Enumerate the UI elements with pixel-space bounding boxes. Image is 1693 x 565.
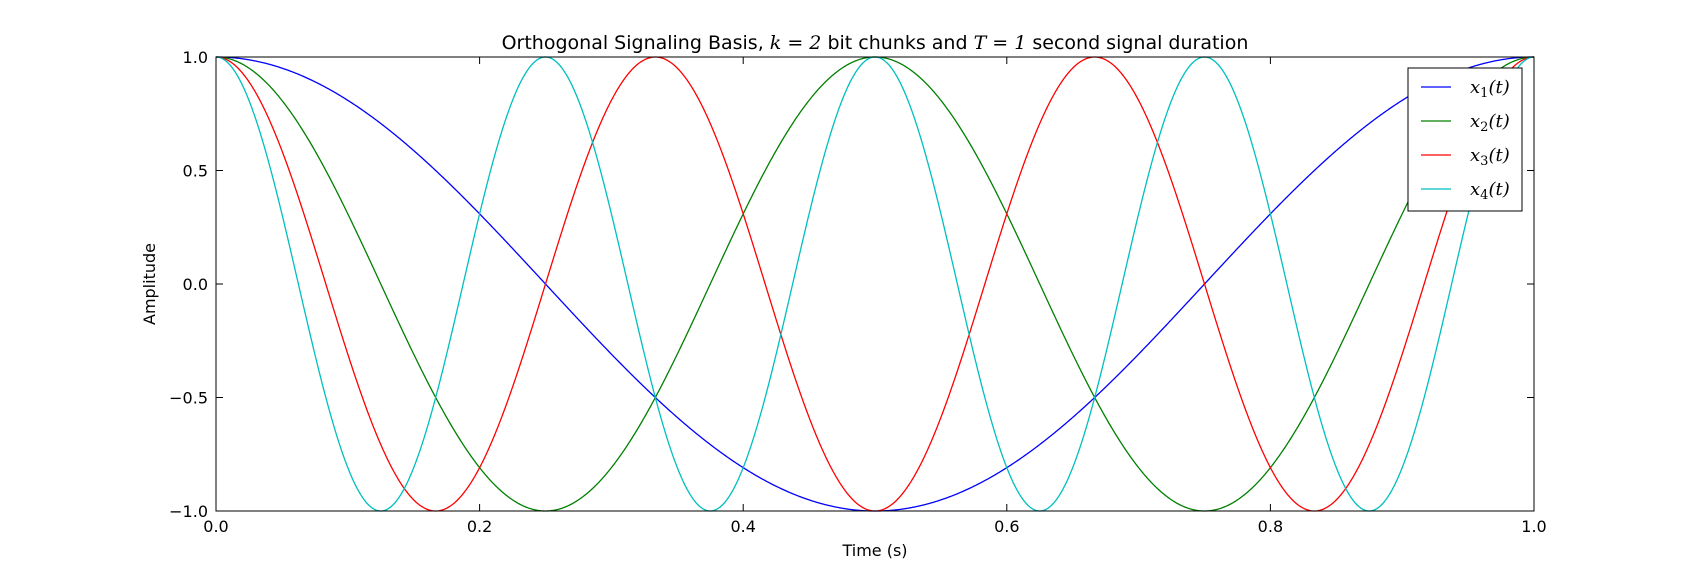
y-tick-label: 0.5 — [183, 162, 208, 181]
x-tick-label: 0.6 — [994, 517, 1019, 536]
y-axis-label: Amplitude — [140, 243, 159, 325]
series-line-3 — [215, 56, 1535, 512]
legend-label-2: x2(t) — [1470, 111, 1510, 135]
chart-title: Orthogonal Signaling Basis, k = 2 bit ch… — [502, 32, 1249, 54]
x-tick-label: 0.0 — [203, 517, 228, 536]
y-tick-label: −0.5 — [169, 389, 208, 408]
legend-label-1: x1(t) — [1470, 77, 1510, 101]
legend: x1(t) x2(t) x3(t) x4(t) — [1407, 67, 1523, 212]
x-tick-label: 0.4 — [730, 517, 755, 536]
x-tick-label: 0.2 — [467, 517, 492, 536]
x-axis-label: Time (s) — [841, 541, 907, 560]
y-tick-label: 1.0 — [183, 48, 208, 67]
series-layer — [215, 56, 1535, 512]
y-tick-label: 0.0 — [183, 275, 208, 294]
x-tick-label: 1.0 — [1521, 517, 1546, 536]
legend-label-3: x3(t) — [1470, 145, 1510, 169]
legend-label-4: x4(t) — [1470, 179, 1510, 203]
series-line-2 — [215, 56, 1535, 512]
plot-frame — [215, 56, 1535, 512]
x-tick-label: 0.8 — [1258, 517, 1283, 536]
series-line-1 — [216, 56, 1534, 512]
legend-box — [1407, 67, 1523, 212]
y-tick-label: −1.0 — [169, 502, 208, 521]
series-line-4 — [215, 56, 1535, 512]
ticks-layer: 0.0 0.2 0.4 0.6 0.8 1.0 −1.0 −0.5 0.0 0.5 1.0 — [169, 48, 1547, 536]
